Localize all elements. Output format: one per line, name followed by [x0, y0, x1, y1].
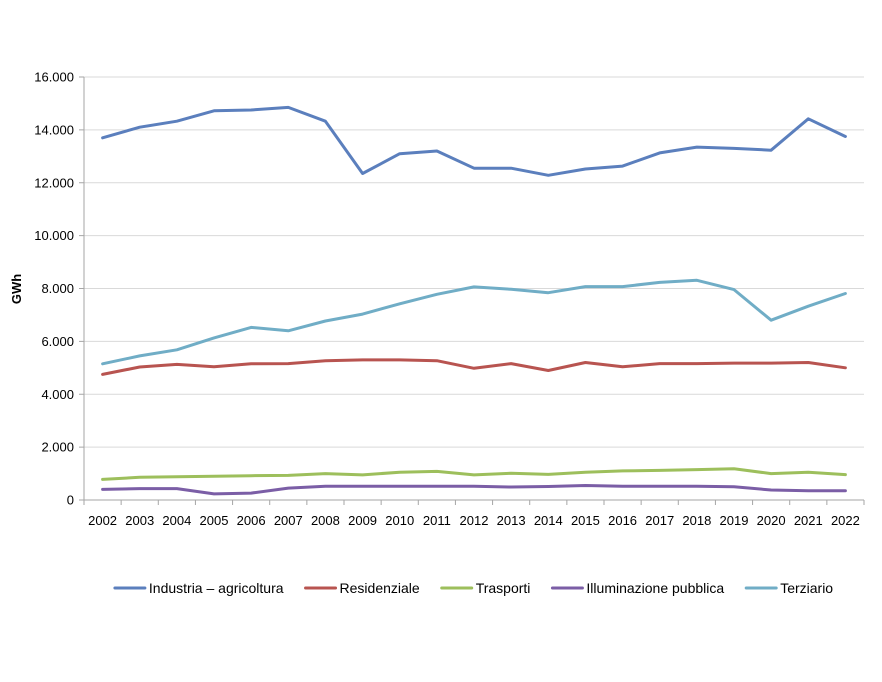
x-tick-label: 2022 [831, 513, 860, 528]
series-line-5 [101, 278, 847, 366]
y-axis-ticks: 0 2.000 4.000 6.000 8.000 10.000 12.000 14.000 1… [34, 70, 84, 508]
y-tick-label: 2.000 [41, 440, 74, 455]
legend-label: Trasporti [476, 580, 531, 596]
x-tick-label: 2015 [571, 513, 600, 528]
x-tick-label: 2006 [237, 513, 266, 528]
y-tick-label: 10.000 [34, 228, 74, 243]
x-tick-label: 2010 [385, 513, 414, 528]
y-tick-label: 0 [67, 493, 74, 508]
x-tick-label: 2009 [348, 513, 377, 528]
legend-label: Residenziale [340, 580, 420, 596]
x-tick-label: 2004 [162, 513, 191, 528]
x-tick-label: 2016 [608, 513, 637, 528]
x-tick-label: 2014 [534, 513, 563, 528]
x-tick-label: 2012 [460, 513, 489, 528]
legend-label: Illuminazione pubblica [586, 580, 724, 596]
legend-label: Industria – agricoltura [149, 580, 284, 596]
x-tick-label: 2005 [200, 513, 229, 528]
x-tick-label: 2011 [423, 513, 451, 528]
x-tick-label: 2002 [88, 513, 117, 528]
x-tick-label: 2020 [757, 513, 786, 528]
x-tick-label: 2017 [645, 513, 674, 528]
y-axis-label: GWh [9, 274, 24, 304]
y-tick-label: 16.000 [34, 70, 74, 85]
x-axis-ticks: 2002 2003 2004 2005 2006 2007 2008 2009 2010 2011… [83, 500, 865, 528]
legend: Industria – agricoltura Residenziale Trasp… [113, 580, 833, 596]
x-tick-label: 2019 [720, 513, 749, 528]
gridlines [84, 76, 864, 448]
x-tick-label: 2007 [274, 513, 303, 528]
axes [83, 77, 864, 501]
x-tick-label: 2021 [794, 513, 823, 528]
series-line-2 [101, 358, 847, 376]
x-tick-label: 2013 [497, 513, 526, 528]
series-lines [101, 105, 847, 496]
series-line-4 [101, 484, 847, 496]
legend-label: Terziario [780, 580, 833, 596]
y-tick-label: 4.000 [41, 387, 74, 402]
series-line-3 [101, 467, 847, 481]
y-tick-label: 8.000 [41, 281, 74, 296]
x-tick-label: 2008 [311, 513, 340, 528]
y-tick-label: 12.000 [34, 175, 74, 190]
y-tick-label: 6.000 [41, 334, 74, 349]
x-tick-label: 2018 [682, 513, 711, 528]
series-line-1 [101, 105, 847, 177]
x-tick-label: 2003 [125, 513, 154, 528]
y-tick-label: 14.000 [34, 122, 74, 137]
